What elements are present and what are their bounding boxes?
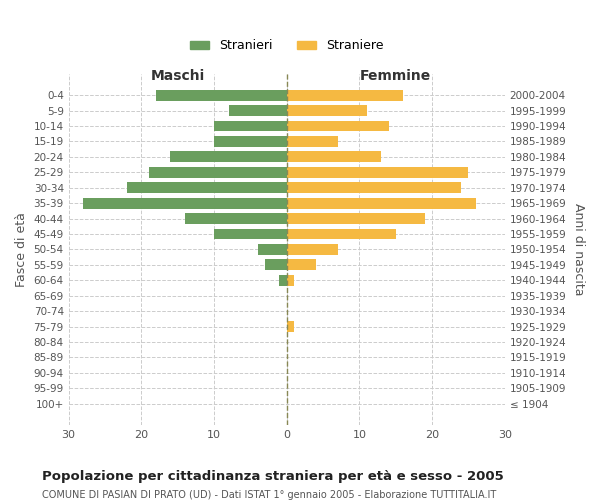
Bar: [83, 198, 287, 208]
Bar: [265, 260, 287, 270]
Text: COMUNE DI PASIAN DI PRATO (UD) - Dati ISTAT 1° gennaio 2005 - Elaborazione TUTTI: COMUNE DI PASIAN DI PRATO (UD) - Dati IS…: [42, 490, 496, 500]
Bar: [287, 90, 403, 101]
Bar: [229, 105, 287, 116]
Bar: [287, 228, 396, 239]
Bar: [156, 90, 287, 101]
Bar: [149, 167, 287, 177]
Text: Popolazione per cittadinanza straniera per età e sesso - 2005: Popolazione per cittadinanza straniera p…: [42, 470, 504, 483]
Bar: [214, 136, 287, 147]
Bar: [287, 152, 381, 162]
Bar: [287, 260, 316, 270]
Bar: [287, 182, 461, 193]
Bar: [127, 182, 287, 193]
Y-axis label: Fasce di età: Fasce di età: [15, 212, 28, 287]
Bar: [287, 275, 294, 285]
Bar: [214, 228, 287, 239]
Bar: [287, 244, 338, 255]
Bar: [214, 120, 287, 132]
Legend: Stranieri, Straniere: Stranieri, Straniere: [185, 34, 389, 58]
Bar: [287, 321, 294, 332]
Bar: [287, 120, 389, 132]
Bar: [287, 105, 367, 116]
Bar: [287, 136, 338, 147]
Y-axis label: Anni di nascita: Anni di nascita: [572, 203, 585, 296]
Bar: [185, 213, 287, 224]
Text: Maschi: Maschi: [151, 69, 205, 83]
Bar: [170, 152, 287, 162]
Bar: [287, 198, 476, 208]
Text: Femmine: Femmine: [360, 69, 431, 83]
Bar: [287, 167, 469, 177]
Bar: [287, 213, 425, 224]
Bar: [280, 275, 287, 285]
Bar: [257, 244, 287, 255]
